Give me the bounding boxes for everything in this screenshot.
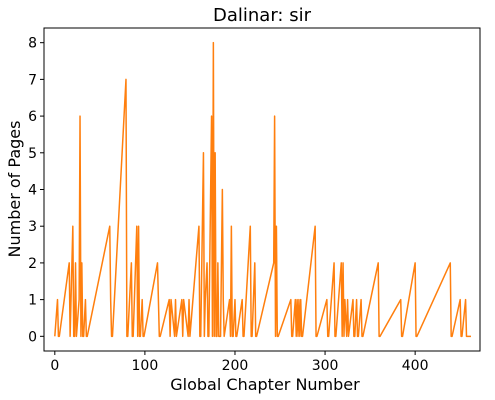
y-tick-label: 2	[28, 256, 37, 272]
x-tick-label: 100	[132, 358, 159, 374]
x-tick-label: 400	[402, 358, 429, 374]
chart-title: Dalinar: sir	[213, 5, 312, 26]
x-axis: 0 100 200 300 400	[50, 351, 429, 374]
y-tick-label: 5	[28, 146, 37, 162]
plot-area	[54, 41, 471, 338]
y-tick-label: 4	[28, 183, 37, 199]
y-axis: 0 1 2 3 4 5 6 7 8	[28, 36, 44, 345]
y-tick-label: 8	[28, 36, 37, 52]
series-line-0	[54, 41, 471, 338]
y-tick-label: 0	[28, 329, 37, 345]
x-axis-label: Global Chapter Number	[170, 375, 360, 394]
y-tick-label: 7	[28, 72, 37, 88]
x-tick-label: 300	[312, 358, 339, 374]
y-axis-label: Number of Pages	[5, 121, 24, 258]
x-tick-label: 0	[50, 358, 59, 374]
y-tick-label: 3	[28, 219, 37, 235]
y-tick-label: 6	[28, 109, 37, 125]
plot-frame	[43, 27, 481, 352]
x-tick-label: 200	[222, 358, 249, 374]
y-tick-label: 1	[28, 293, 37, 309]
